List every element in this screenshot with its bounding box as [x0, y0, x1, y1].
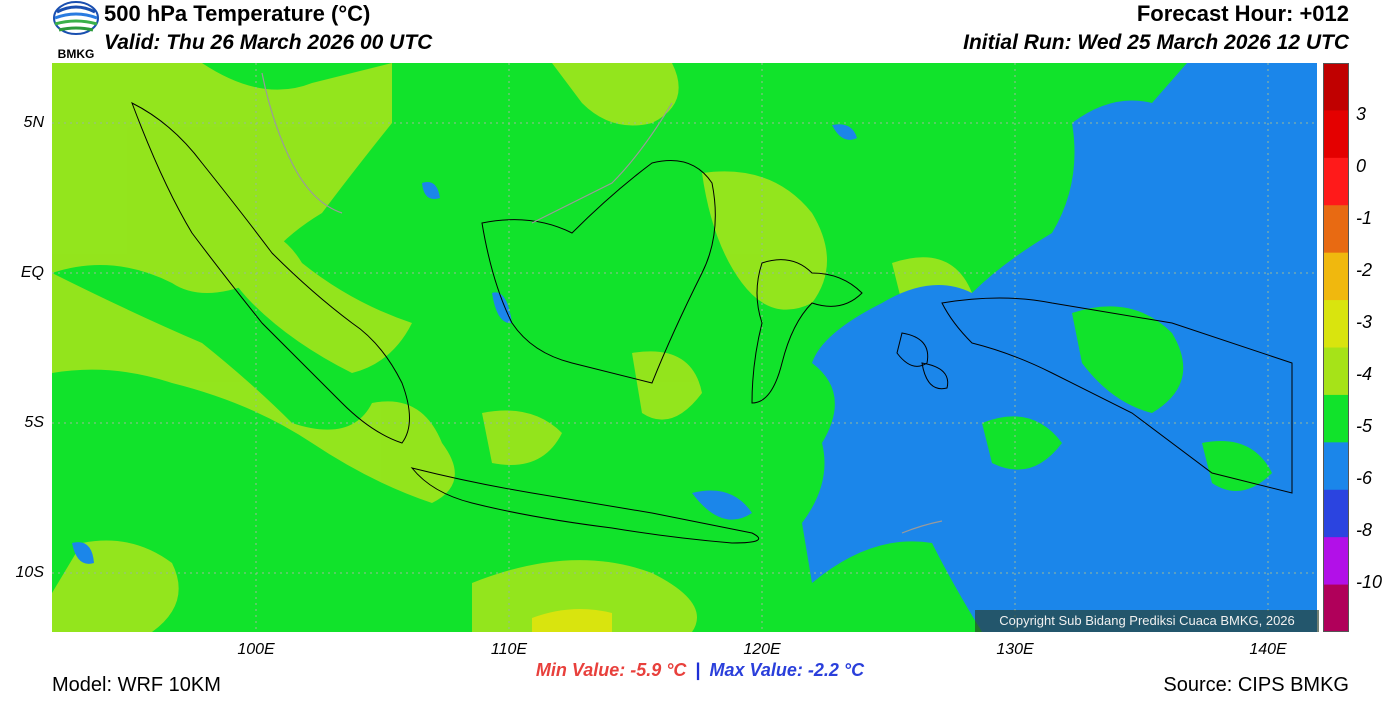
colorbar-swatch	[1323, 300, 1349, 348]
colorbar	[1323, 63, 1349, 632]
copyright-notice: Copyright Sub Bidang Prediksi Cuaca BMKG…	[975, 610, 1319, 632]
lat-label-eq: EQ	[20, 264, 44, 281]
colorbar-label-m2: -2	[1356, 260, 1373, 280]
colorbar-swatch	[1323, 157, 1349, 206]
model-label: Model: WRF 10KM	[52, 674, 221, 696]
min-value: Min Value: -5.9 °C	[535, 660, 687, 680]
colorbar-label-m10: -10	[1356, 572, 1383, 592]
colorbar-swatch	[1323, 394, 1349, 443]
colorbar-label-m4: -4	[1356, 364, 1373, 384]
min-max-values: Min Value: -5.9 °C | Max Value: -2.2 °C	[0, 660, 1400, 681]
colorbar-swatch	[1323, 537, 1349, 586]
colorbar-label-0: 0	[1356, 156, 1367, 176]
colorbar-swatch	[1323, 63, 1349, 111]
lon-label-130e: 130E	[996, 641, 1034, 658]
lat-label-5s: 5S	[24, 414, 44, 431]
logo-text: BMKG	[58, 47, 95, 61]
colorbar-swatch	[1323, 110, 1349, 159]
colorbar-border	[1323, 63, 1349, 632]
colorbar-swatch	[1323, 205, 1349, 254]
colorbar-label-m8: -8	[1356, 520, 1373, 540]
colorbar-swatch	[1323, 584, 1349, 632]
colorbar-swatch	[1323, 347, 1349, 396]
lon-label-100e: 100E	[237, 641, 275, 658]
colorbar-label-m5: -5	[1356, 416, 1373, 436]
colorbar-label-m3: -3	[1356, 312, 1373, 332]
bmkg-logo: BMKG	[53, 1, 99, 61]
lon-label-140e: 140E	[1249, 641, 1287, 658]
colorbar-label-m1: -1	[1356, 208, 1373, 228]
forecast-hour: Forecast Hour: +012	[1136, 1, 1349, 26]
lat-label-5n: 5N	[23, 114, 44, 131]
colorbar-swatch	[1323, 489, 1349, 538]
min-max-separator: |	[695, 660, 701, 680]
source-label: Source: CIPS BMKG	[1163, 674, 1349, 696]
max-value: Max Value: -2.2 °C	[709, 660, 865, 680]
lon-label-110e: 110E	[490, 641, 528, 658]
lat-label-10s: 10S	[15, 564, 44, 581]
lon-label-120e: 120E	[743, 641, 781, 658]
initial-run: Initial Run: Wed 25 March 2026 12 UTC	[963, 31, 1349, 54]
colorbar-swatch	[1323, 442, 1349, 491]
map-title: 500 hPa Temperature (°C)	[104, 1, 371, 26]
colorbar-label-3: 3	[1356, 104, 1367, 124]
colorbar-label-m6: -6	[1356, 468, 1373, 488]
valid-time: Valid: Thu 26 March 2026 00 UTC	[104, 31, 433, 54]
temperature-map	[52, 63, 1317, 632]
colorbar-swatch	[1323, 252, 1349, 301]
